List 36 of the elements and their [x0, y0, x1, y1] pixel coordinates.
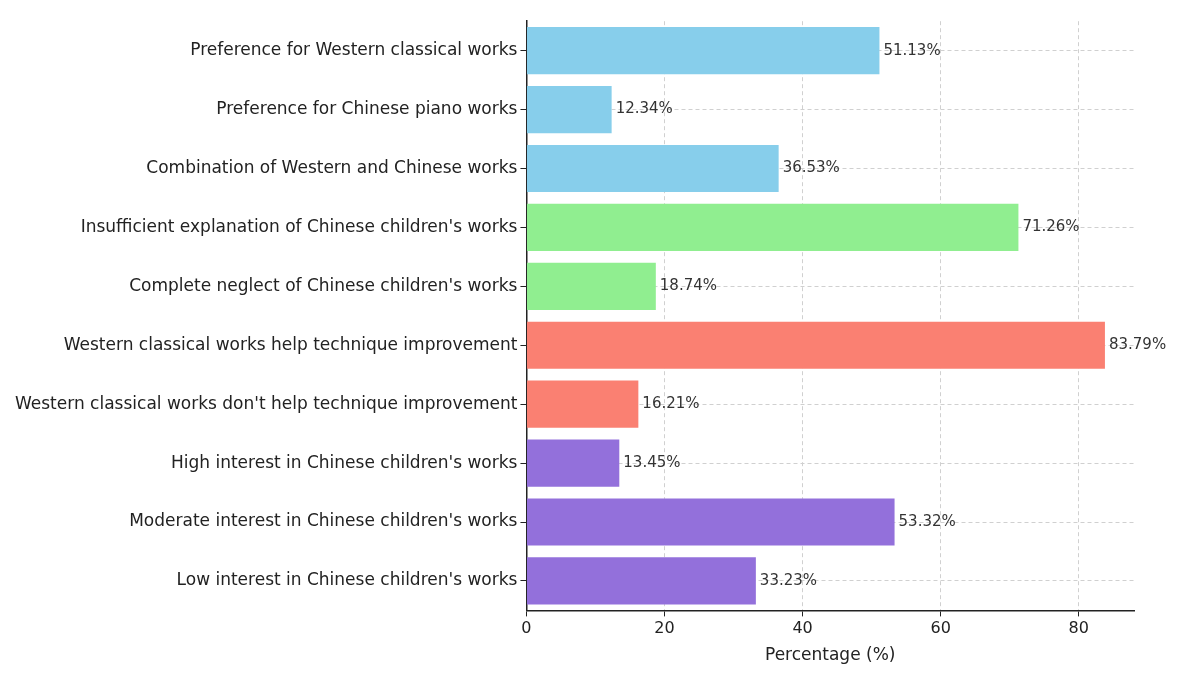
- bar: [526, 321, 1105, 369]
- bar: [526, 498, 895, 546]
- y-tick-label: Western classical works don't help technique improvement: [14, 392, 518, 413]
- data-label: 18.74%: [659, 276, 718, 295]
- x-tick-label: 20: [654, 618, 675, 638]
- y-tick-label: Western classical works help technique improvement: [63, 333, 518, 354]
- x-axis-title: Percentage (%): [764, 644, 896, 665]
- data-label: 33.23%: [759, 570, 818, 589]
- bar: [526, 557, 756, 605]
- bar: [526, 86, 612, 134]
- y-tick-label: High interest in Chinese children's works: [170, 451, 518, 472]
- bar: [526, 144, 779, 193]
- bar: [526, 203, 1019, 251]
- y-tick-label: Low interest in Chinese children's works: [176, 569, 518, 590]
- data-label: 12.34%: [615, 99, 673, 118]
- bar: [526, 27, 880, 75]
- y-tick-label: Preference for Chinese piano works: [216, 98, 518, 118]
- bar: [526, 439, 620, 487]
- bar: [526, 262, 656, 310]
- x-tick-label: 0: [521, 618, 532, 638]
- x-tick-label: 80: [1068, 618, 1089, 638]
- data-label: 16.21%: [642, 394, 700, 413]
- data-label: 71.26%: [1022, 217, 1080, 236]
- y-tick-label: Insufficient explanation of Chinese children's works: [80, 215, 518, 236]
- x-tick-label: 60: [930, 618, 951, 638]
- data-label: 51.13%: [883, 40, 941, 59]
- data-label: 83.79%: [1108, 335, 1167, 354]
- data-label: 53.32%: [898, 511, 956, 530]
- data-label: 36.53%: [782, 158, 840, 177]
- y-tick-label: Combination of Western and Chinese works: [146, 156, 518, 177]
- x-tick-label: 40: [792, 618, 813, 638]
- y-tick-label: Preference for Western classical works: [190, 39, 518, 60]
- data-label: 13.45%: [623, 452, 681, 471]
- y-tick-label: Complete neglect of Chinese children's works: [129, 274, 518, 295]
- bar: [526, 380, 639, 428]
- y-tick-label: Moderate interest in Chinese children's works: [129, 510, 518, 531]
